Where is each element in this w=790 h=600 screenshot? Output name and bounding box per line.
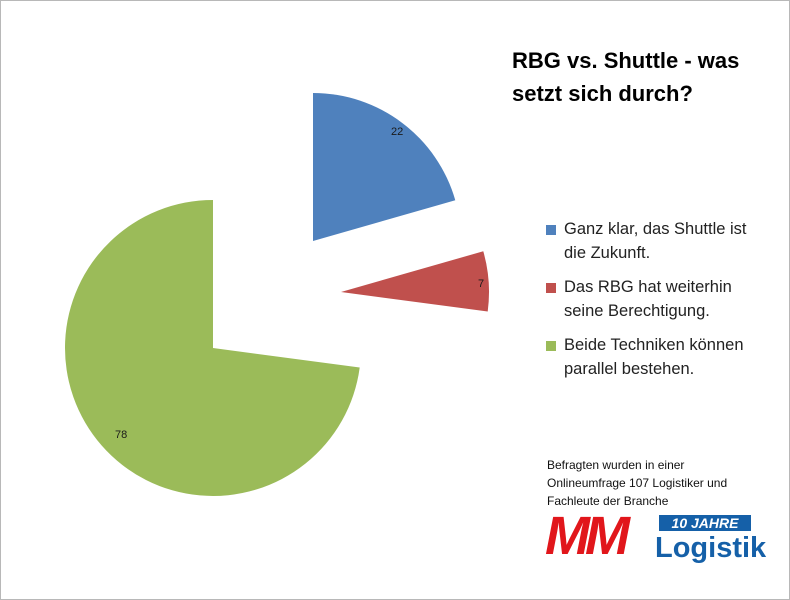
legend-label-rbg-line-2: seine Berechtigung.: [564, 302, 710, 320]
legend-item-rbg: Das RBG hat weiterhin seine Berechtigung…: [546, 275, 786, 323]
legend-label-rbg-line-1: Das RBG hat weiterhin: [564, 278, 732, 296]
data-label-parallel: 78: [115, 429, 127, 441]
survey-note-line-2: Onlineumfrage 107 Logistiker und: [547, 476, 728, 490]
logo-mark: MM: [545, 506, 630, 566]
legend-label-parallel-line-2: parallel bestehen.: [564, 360, 695, 378]
legend-label-shuttle-line-1: Ganz klar, das Shuttle ist: [564, 220, 747, 238]
data-label-rbg: 7: [478, 278, 484, 290]
chart-title-line-1: RBG vs. Shuttle - was: [512, 48, 740, 73]
legend-label-shuttle-line-2: die Zukunft.: [564, 244, 651, 262]
legend: Ganz klar, das Shuttle ist die Zukunft. …: [546, 217, 786, 391]
data-label-shuttle: 22: [391, 126, 403, 138]
chart-title-line-2: setzt sich durch?: [512, 81, 693, 106]
pie-slice-rbg: [341, 251, 490, 312]
pie-slice-parallel: [64, 200, 360, 496]
legend-label-parallel-line-1: Beide Techniken können: [564, 336, 744, 354]
legend-item-shuttle: Ganz klar, das Shuttle ist die Zukunft.: [546, 217, 786, 265]
legend-item-parallel: Beide Techniken können parallel bestehen…: [546, 333, 786, 381]
survey-note-line-1: Befragten wurden in einer: [547, 458, 685, 472]
logo-badge: 10 JAHRE: [659, 515, 751, 531]
logo-brand: Logistik: [655, 532, 767, 564]
pie-slice-shuttle: [313, 93, 456, 241]
legend-swatch-parallel: [546, 341, 556, 351]
survey-note-line-3: Fachleute der Branche: [547, 494, 669, 508]
legend-swatch-rbg: [546, 283, 556, 293]
mm-logistik-logo: MM 10 JAHRE Logistik: [545, 506, 767, 566]
legend-swatch-shuttle: [546, 225, 556, 235]
survey-note: Befragten wurden in einer Onlineumfrage …: [547, 456, 777, 510]
chart-title: RBG vs. Shuttle - was setzt sich durch?: [512, 44, 772, 110]
